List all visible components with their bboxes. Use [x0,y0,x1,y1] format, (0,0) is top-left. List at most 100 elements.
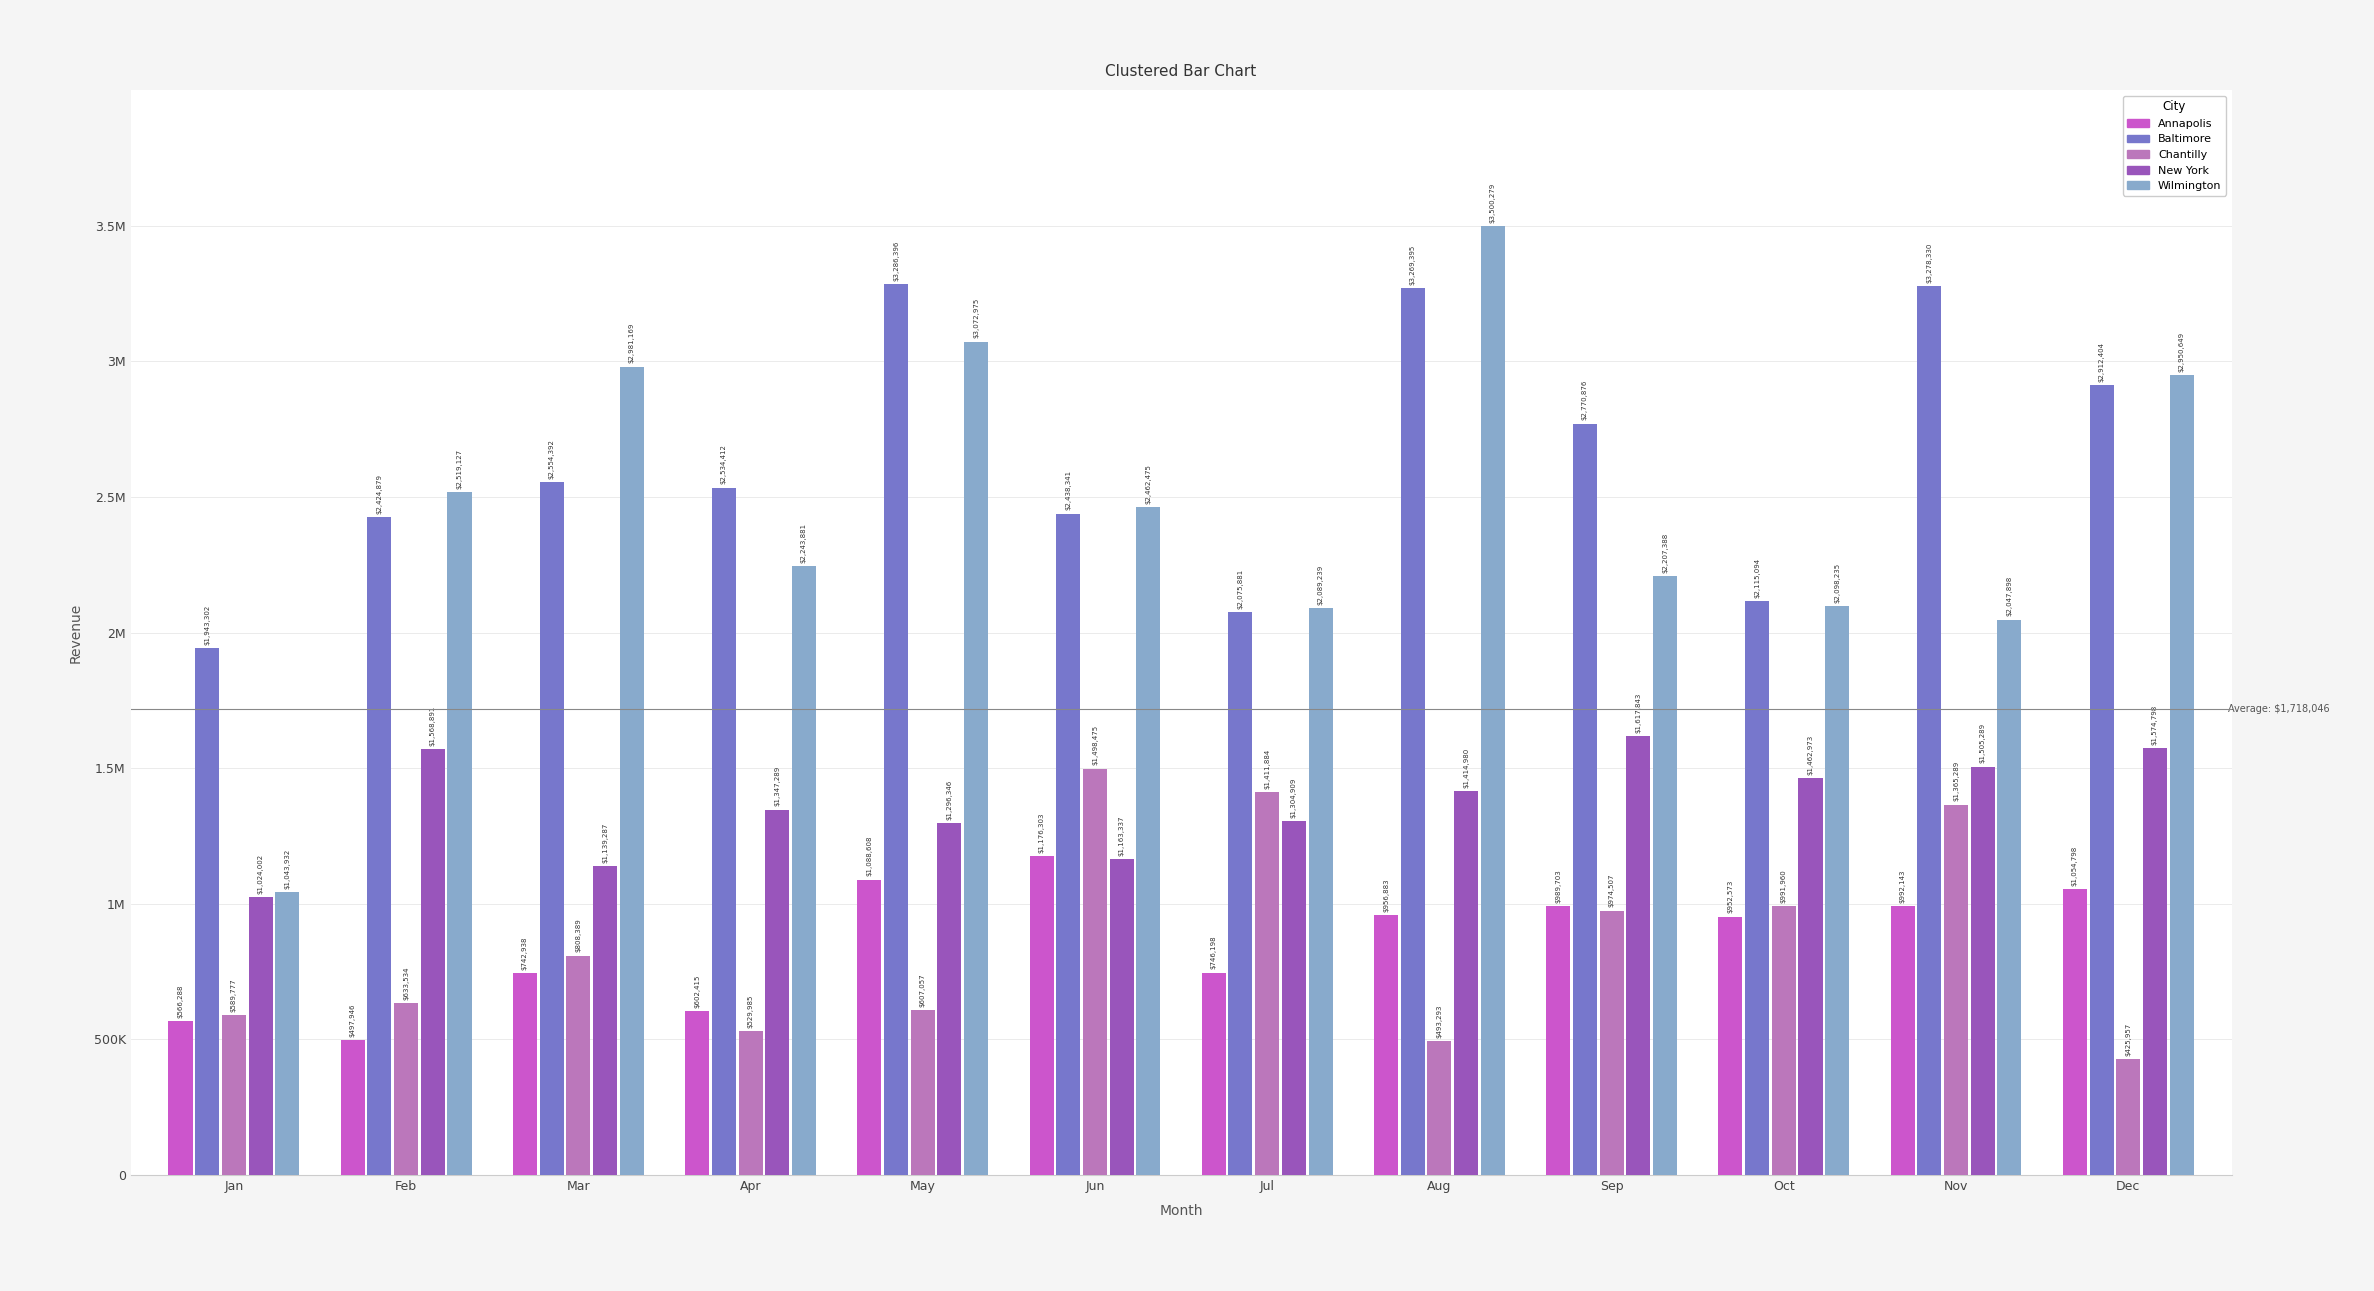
Text: $991,960: $991,960 [1780,869,1788,902]
Text: $2,207,388: $2,207,388 [1662,533,1669,573]
Bar [964,342,988,1175]
Bar [567,955,591,1175]
Text: $1,411,884: $1,411,884 [1265,749,1270,789]
Bar [1375,915,1398,1175]
Bar [1427,1041,1451,1175]
Text: $2,243,881: $2,243,881 [800,523,807,563]
Text: $1,139,287: $1,139,287 [603,822,608,862]
Bar [539,483,563,1175]
Bar [712,488,736,1175]
Bar [1227,612,1253,1175]
Bar [1652,576,1676,1175]
Bar [342,1039,366,1175]
Text: $2,462,475: $2,462,475 [1144,463,1151,503]
Bar [2089,385,2113,1175]
Text: $529,985: $529,985 [748,994,753,1028]
Bar [1308,608,1332,1175]
Text: $2,075,881: $2,075,881 [1237,568,1244,609]
Text: $2,424,879: $2,424,879 [377,474,382,514]
Text: $1,054,798: $1,054,798 [2073,846,2077,886]
Bar [1890,906,1916,1175]
Bar [1453,791,1479,1175]
Bar [1545,906,1569,1175]
Text: $1,304,909: $1,304,909 [1291,777,1296,817]
Text: $425,957: $425,957 [2125,1022,2132,1056]
Text: $1,414,980: $1,414,980 [1462,747,1470,788]
Text: $1,943,302: $1,943,302 [204,604,211,644]
Bar [1574,423,1598,1175]
Text: $1,498,475: $1,498,475 [1092,726,1097,766]
Bar [1083,768,1106,1175]
Text: Average: $1,718,046: Average: $1,718,046 [2229,704,2329,714]
Text: $1,024,002: $1,024,002 [259,853,264,893]
Text: $992,143: $992,143 [1899,869,1906,902]
Text: $1,462,973: $1,462,973 [1807,735,1814,775]
Bar [857,879,881,1175]
Bar [1918,287,1942,1175]
Bar [1481,226,1505,1175]
Title: Clustered Bar Chart: Clustered Bar Chart [1106,65,1256,80]
Bar [883,284,909,1175]
X-axis label: Month: Month [1159,1203,1204,1217]
Text: $1,568,891: $1,568,891 [430,706,437,746]
Bar [1600,910,1624,1175]
Bar [394,1003,418,1175]
Y-axis label: Revenue: Revenue [69,603,83,662]
Bar [1137,507,1161,1175]
Text: $1,043,932: $1,043,932 [285,848,290,888]
Text: $1,088,608: $1,088,608 [867,837,871,877]
Bar [1826,605,1849,1175]
Text: $2,912,404: $2,912,404 [2099,342,2103,382]
Text: $2,770,876: $2,770,876 [1581,380,1588,421]
Text: $3,269,395: $3,269,395 [1410,245,1415,285]
Bar [1256,793,1280,1175]
Bar [221,1015,247,1175]
Bar [1401,288,1424,1175]
Text: $607,057: $607,057 [919,973,926,1007]
Bar [368,518,392,1175]
Text: $956,883: $956,883 [1384,878,1389,913]
Bar [1282,821,1306,1175]
Bar [1056,514,1080,1175]
Bar [446,492,472,1175]
Text: $1,347,289: $1,347,289 [774,766,781,807]
Text: $1,505,289: $1,505,289 [1980,723,1985,763]
Bar [938,824,961,1175]
Text: $1,574,798: $1,574,798 [2151,705,2158,745]
Bar [912,1011,935,1175]
Bar [793,567,817,1175]
Text: $2,534,412: $2,534,412 [722,444,726,484]
Bar [1030,856,1054,1175]
Bar [620,367,643,1175]
Text: $989,703: $989,703 [1555,869,1562,904]
Bar [2115,1060,2141,1175]
Bar [513,973,537,1175]
Bar [1201,972,1225,1175]
Bar [195,648,218,1175]
Bar [2063,888,2087,1175]
Text: $1,176,303: $1,176,303 [1037,812,1045,852]
Bar [2144,747,2167,1175]
Bar [420,750,444,1175]
Text: $974,507: $974,507 [1610,874,1614,908]
Text: $746,198: $746,198 [1211,936,1218,970]
Bar [1799,778,1823,1175]
Bar [169,1021,192,1175]
Text: $808,389: $808,389 [575,919,582,953]
Bar [1771,906,1795,1175]
Text: $566,288: $566,288 [178,985,183,1019]
Text: $3,286,396: $3,286,396 [893,240,900,280]
Bar [275,892,299,1175]
Bar [1719,917,1743,1175]
Text: $952,573: $952,573 [1728,880,1733,913]
Legend: Annapolis, Baltimore, Chantilly, New York, Wilmington: Annapolis, Baltimore, Chantilly, New Yor… [2122,96,2227,196]
Text: $2,098,235: $2,098,235 [1835,563,1840,603]
Text: $497,946: $497,946 [349,1003,356,1037]
Text: $2,438,341: $2,438,341 [1066,470,1071,510]
Bar [1997,620,2020,1175]
Text: $3,278,330: $3,278,330 [1925,243,1932,283]
Bar [1944,804,1968,1175]
Bar [1626,736,1650,1175]
Text: $2,981,169: $2,981,169 [629,323,634,363]
Bar [764,809,788,1175]
